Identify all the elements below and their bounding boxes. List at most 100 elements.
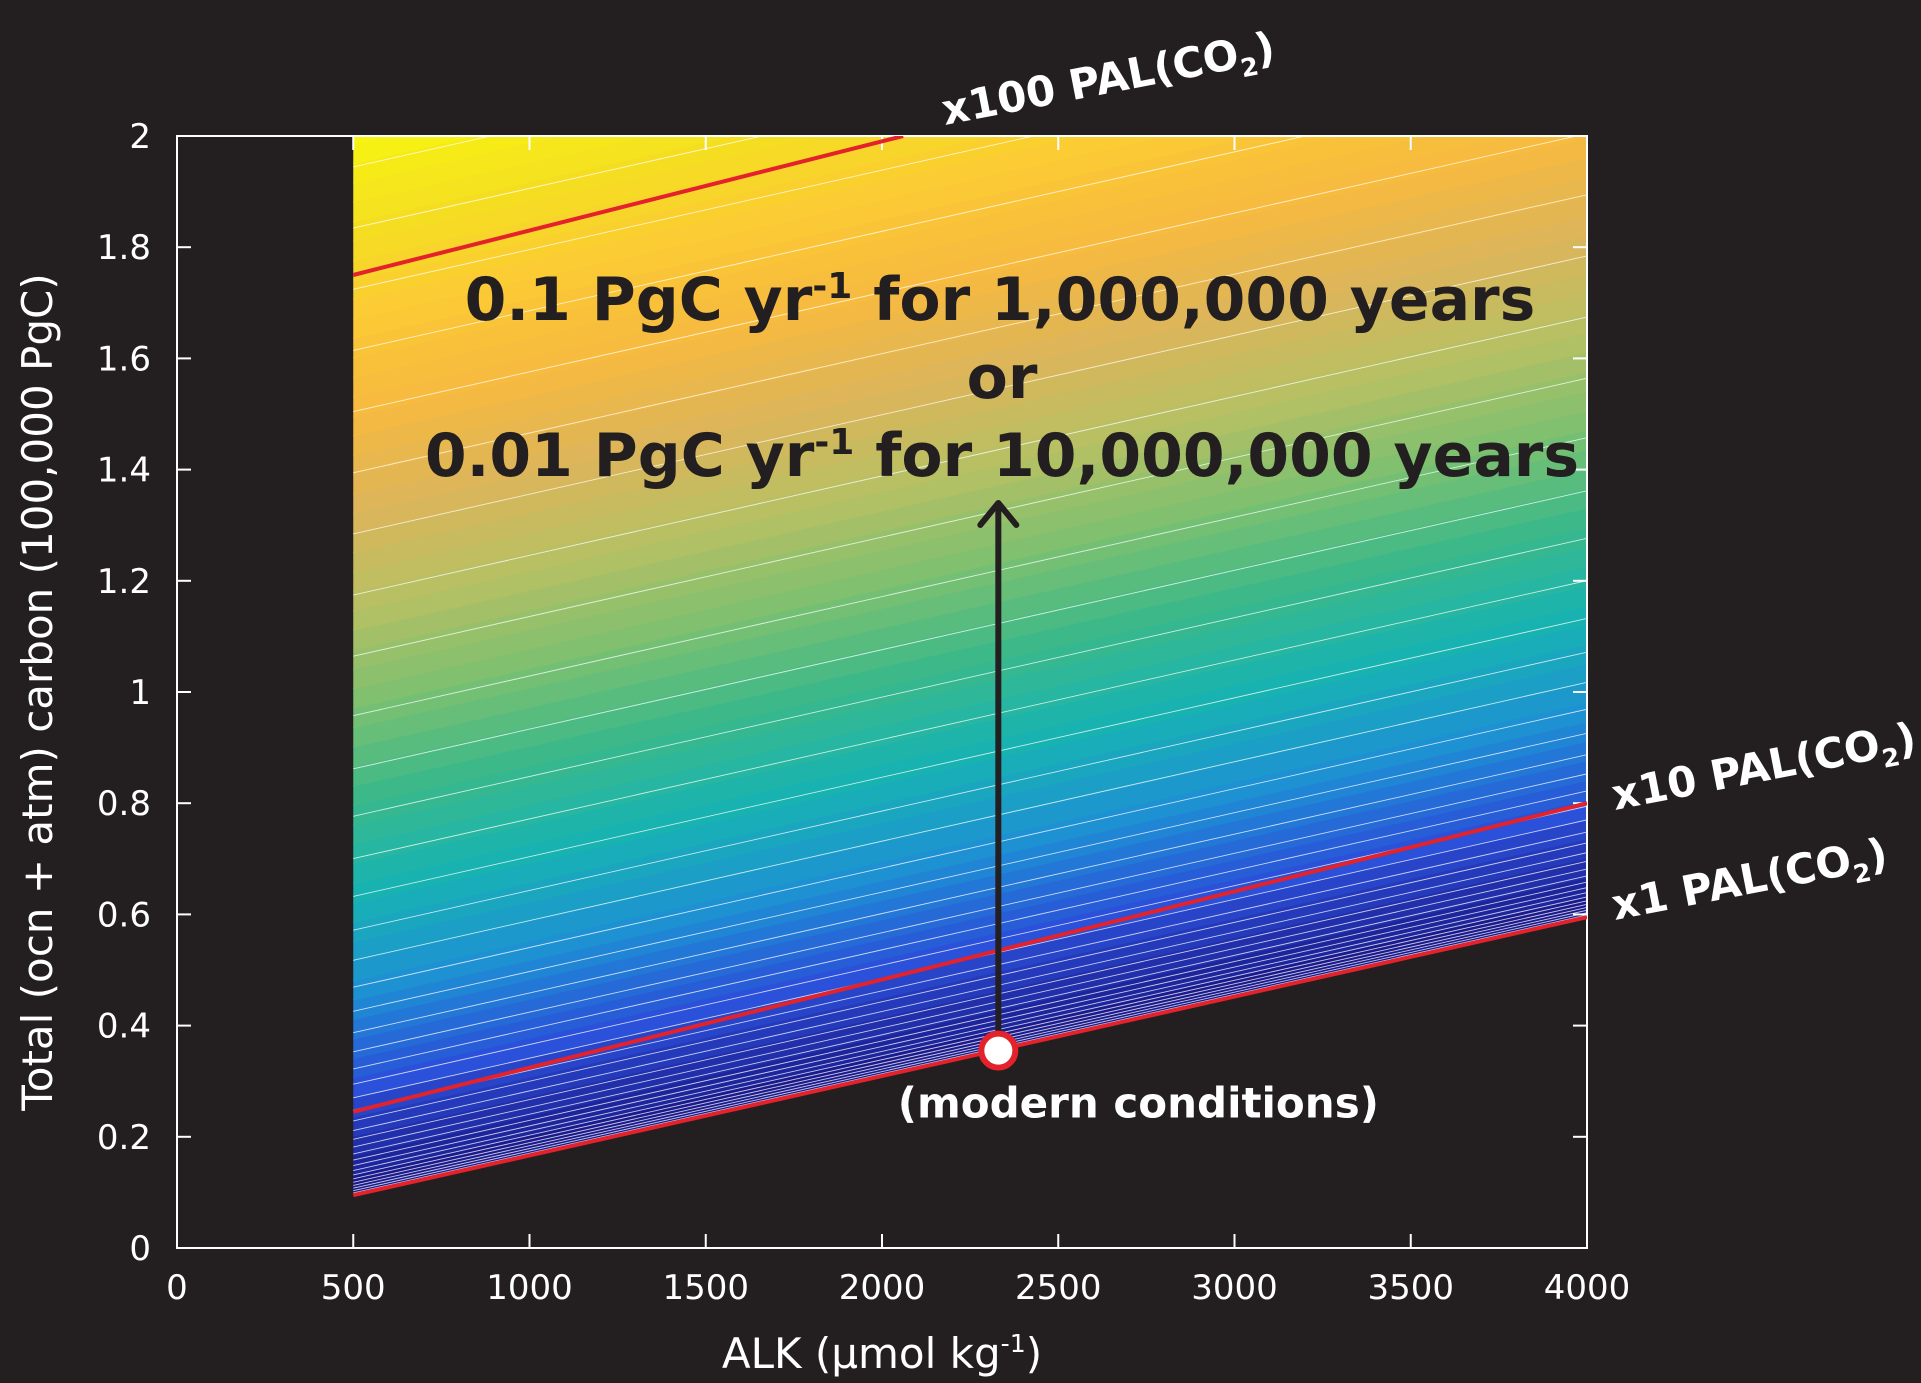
- color-band: [353, 332, 1587, 631]
- contour-line: [353, 896, 1587, 1176]
- annotation-line-2: or: [967, 343, 1038, 413]
- contour-line: [353, 912, 1587, 1192]
- color-band: [353, 779, 1587, 1079]
- color-band: [353, 624, 1587, 923]
- contour-line: [353, 708, 1587, 988]
- color-band: [353, 137, 1587, 437]
- contour-line: [353, 136, 765, 229]
- contour-line: [353, 903, 1587, 1183]
- contour-line: [353, 537, 1587, 817]
- y-tick-label: 1.6: [97, 339, 151, 379]
- color-band: [353, 234, 1587, 534]
- contour-line: [353, 754, 1587, 1034]
- y-axis-title: Total (ocn + atm) carbon (100,000 PgC): [13, 273, 62, 1112]
- color-band: [353, 526, 1587, 826]
- color-band: [353, 0, 1587, 47]
- modern-conditions-marker: [978, 1030, 1019, 1071]
- contour-line: [353, 773, 1587, 1053]
- color-band: [353, 643, 1587, 943]
- label-x100: x100 PAL(CO2): [938, 22, 1280, 140]
- y-tick-label: 1.4: [97, 451, 151, 491]
- color-band: [353, 682, 1587, 982]
- color-band: [353, 507, 1587, 806]
- color-band: [353, 136, 823, 242]
- y-tick-label: 1.2: [97, 562, 151, 602]
- y-tick-label: 0.4: [97, 1007, 151, 1047]
- y-tick-label: 0: [129, 1229, 151, 1269]
- color-band: [353, 468, 1587, 768]
- contour-line: [353, 842, 1587, 1122]
- contour-line: [353, 875, 1587, 1155]
- color-band: [353, 702, 1587, 1001]
- contour-line: [353, 580, 1587, 860]
- pal-line: [352, 136, 904, 277]
- color-band: [353, 136, 909, 262]
- color-band: [353, 429, 1587, 729]
- contour-line: [353, 437, 1587, 717]
- color-band: [353, 136, 1587, 417]
- color-band: [353, 604, 1587, 904]
- color-band: [353, 0, 1587, 67]
- color-band: [353, 136, 477, 164]
- color-band: [353, 215, 1587, 515]
- x-tick-label: 500: [321, 1268, 386, 1308]
- color-band: [353, 818, 1587, 1118]
- color-band: [353, 136, 650, 203]
- y-tick-label: 2: [129, 117, 151, 157]
- contour-line: [353, 136, 1036, 290]
- color-band: [353, 896, 1587, 1196]
- color-band: [353, 0, 1587, 86]
- color-band: [353, 136, 1427, 378]
- color-band: [353, 857, 1587, 1157]
- contour-line: [353, 490, 1587, 770]
- contour-line: [353, 860, 1587, 1140]
- annotation-line-3: 0.01 PgC yr-1 for 10,000,000 years: [425, 421, 1579, 491]
- color-band: [353, 760, 1587, 1059]
- pal-line: [352, 915, 1587, 1198]
- color-band: [353, 136, 1341, 359]
- annotation-line-1: 0.1 PgC yr-1 for 1,000,000 years: [465, 265, 1536, 335]
- contour-line: [353, 907, 1587, 1186]
- contour-line: [353, 136, 1307, 351]
- contour-line: [353, 831, 1587, 1111]
- color-band: [353, 157, 1587, 456]
- arrow-head: [977, 499, 1020, 528]
- x-tick-label: 2000: [839, 1268, 926, 1308]
- color-band: [353, 371, 1587, 670]
- contour-line: [353, 868, 1587, 1148]
- color-band: [353, 176, 1587, 476]
- x-tick-label: 2500: [1015, 1268, 1102, 1308]
- color-band: [353, 136, 1254, 339]
- y-tick-label: 1: [129, 673, 151, 713]
- y-tick-label: 1.8: [97, 228, 151, 268]
- contour-line: [353, 0, 1587, 45]
- contour-line: [353, 316, 1587, 596]
- contour-line: [353, 909, 1587, 1189]
- color-band: [353, 312, 1587, 612]
- color-band: [353, 136, 995, 281]
- color-band: [353, 196, 1587, 495]
- axis-ticks: 0 500 1000 1500 2000 2500 3000 3500 4000 0 0.2 0.4 0…: [97, 117, 1630, 1308]
- color-band: [353, 136, 1082, 301]
- color-band: [353, 136, 391, 145]
- label-x10: x10 PAL(CO2): [1608, 713, 1921, 826]
- label-x1: x1 PAL(CO2): [1608, 828, 1893, 935]
- contour-line: [353, 617, 1587, 897]
- y-tick-label: 0.6: [97, 895, 151, 935]
- color-band: [353, 721, 1587, 1021]
- x-axis-title: ALK (μmol kg-1): [722, 1329, 1042, 1378]
- color-band: [353, 136, 1513, 398]
- color-band: [353, 799, 1587, 1098]
- x-tick-label: 1500: [662, 1268, 749, 1308]
- contour-line: [353, 255, 1587, 535]
- x-tick-label: 3000: [1191, 1268, 1278, 1308]
- color-band: [353, 273, 1587, 573]
- contour-line: [353, 194, 1587, 474]
- contour-line: [353, 914, 1587, 1194]
- contour-line: [353, 900, 1587, 1180]
- x-tick-label: 0: [166, 1268, 188, 1308]
- pal-line: [352, 801, 1587, 1114]
- contour-line: [353, 892, 1587, 1171]
